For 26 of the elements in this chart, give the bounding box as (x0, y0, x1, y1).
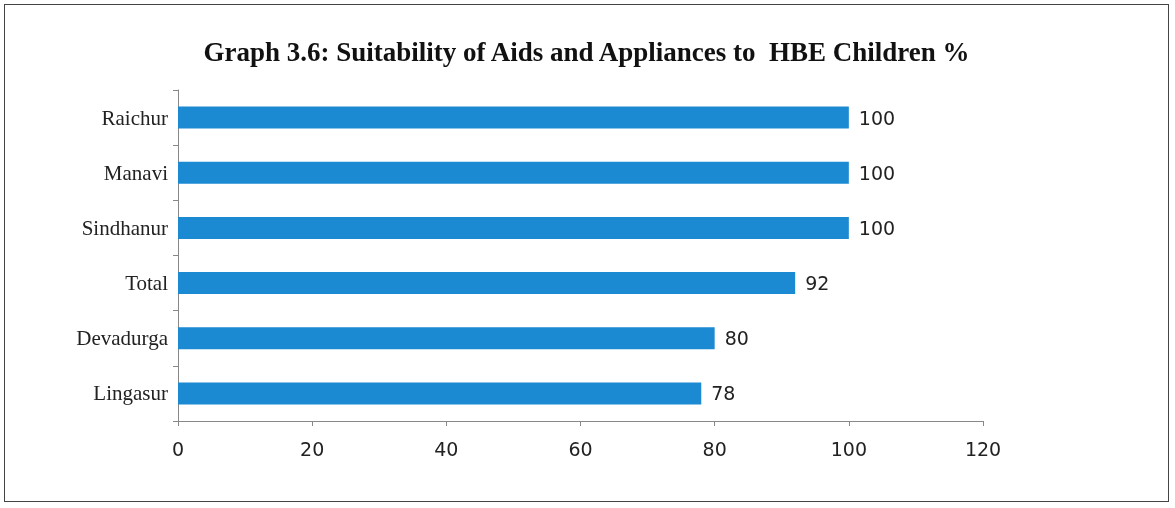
chart-title: Graph 3.6: Suitability of Aids and Appliances to HBE Children % (203, 36, 970, 67)
x-tick-label: 40 (434, 437, 459, 460)
data-label: 100 (858, 161, 896, 184)
x-tick-label: 20 (300, 437, 325, 460)
x-tick-label: 60 (568, 437, 593, 460)
x-tick-label: 80 (702, 437, 727, 460)
data-label: 80 (724, 327, 749, 350)
bar (178, 382, 702, 405)
y-tick-label: Devadurga (76, 326, 169, 351)
x-tick-label: 100 (830, 437, 867, 460)
x-tick-label: 0 (171, 437, 185, 460)
bar (178, 216, 849, 239)
y-tick-label: Sindhanur (81, 215, 169, 240)
data-label: 92 (805, 272, 830, 295)
data-label: 100 (858, 216, 896, 239)
bar (178, 327, 715, 350)
data-label: 100 (858, 106, 896, 129)
bar (178, 106, 849, 129)
y-tick-label: Total (125, 271, 169, 296)
bar (178, 272, 796, 295)
x-tick-label: 120 (964, 437, 1002, 460)
data-label: 78 (711, 382, 736, 405)
y-tick-label: Lingasur (93, 381, 168, 406)
y-tick-label: Raichur (101, 105, 168, 130)
bar (178, 161, 849, 184)
y-tick-label: Manavi (103, 160, 169, 185)
